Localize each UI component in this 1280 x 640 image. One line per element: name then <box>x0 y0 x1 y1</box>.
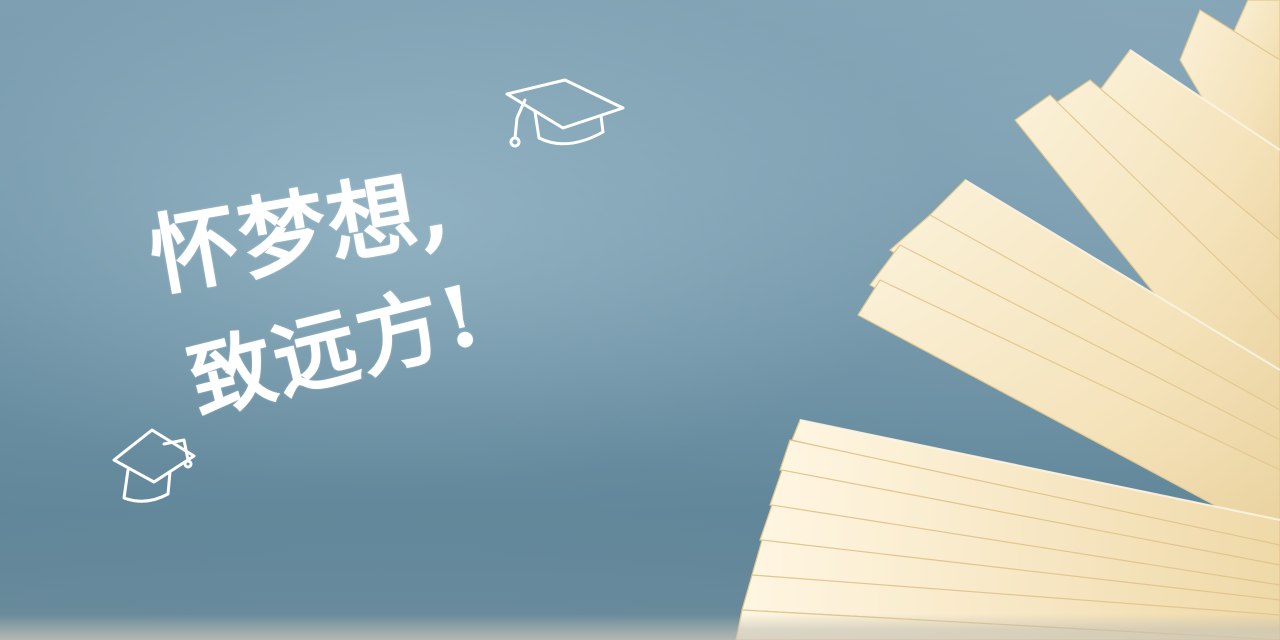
chalk-ledge <box>0 614 1280 640</box>
graduation-cap-icon <box>505 78 625 148</box>
graduation-cap-icon <box>112 428 196 503</box>
